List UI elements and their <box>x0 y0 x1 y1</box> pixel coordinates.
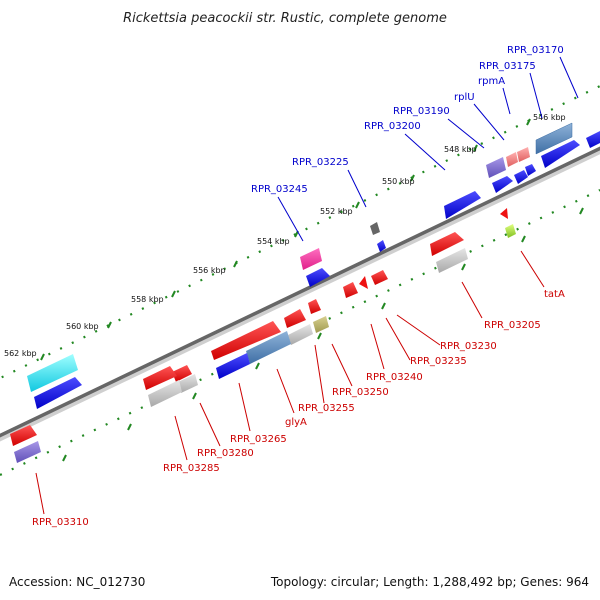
tick-label-558: 558 kbp <box>131 295 164 304</box>
label-rpr03245[interactable]: RPR_03245 <box>251 184 308 195</box>
label-rpr03170[interactable]: RPR_03170 <box>507 45 564 56</box>
gene-cyan-562-feature[interactable] <box>27 354 78 392</box>
upper-gene-labels: RPR_03170 RPR_03175 rpmA rplU RPR_03190 … <box>251 45 564 195</box>
tick-label-560: 560 kbp <box>66 322 99 331</box>
gene-rpr03175-feature[interactable] <box>517 147 530 162</box>
genome-backbone <box>0 146 600 438</box>
tick-label-552: 552 kbp <box>320 207 353 216</box>
gene-tata-feature[interactable] <box>505 224 516 238</box>
label-rpr03250[interactable]: RPR_03250 <box>332 387 389 398</box>
lower-leader-lines <box>35 250 545 515</box>
gene-glya-gray-feature[interactable] <box>288 324 313 345</box>
gene-glya-feature[interactable] <box>284 309 306 328</box>
label-rpr03200[interactable]: RPR_03200 <box>364 121 421 132</box>
gene-rpr03280-gray-feature[interactable] <box>178 374 198 393</box>
label-rpr03285[interactable]: RPR_03285 <box>163 463 220 474</box>
gene-rpr03265-blue-feature[interactable] <box>216 353 250 379</box>
tick-label-550: 550 kbp <box>382 177 415 186</box>
gene-rpr03200-feature[interactable] <box>444 191 481 219</box>
label-rpr03225[interactable]: RPR_03225 <box>292 157 349 168</box>
label-rpr03190[interactable]: RPR_03190 <box>393 106 450 117</box>
label-glya[interactable]: glyA <box>285 417 307 428</box>
gene-blue-548b-feature[interactable] <box>514 170 528 184</box>
gene-rpr03280-feature[interactable] <box>172 365 192 382</box>
label-rplu[interactable]: rplU <box>454 92 475 103</box>
label-rpr03235[interactable]: RPR_03235 <box>410 356 467 367</box>
label-rpr03280[interactable]: RPR_03280 <box>197 448 254 459</box>
gene-rpr03265-steel-feature[interactable] <box>246 331 291 364</box>
genome-backbone-shadow <box>0 146 600 442</box>
map-title: Rickettsia peacockii str. Rustic, comple… <box>123 11 447 26</box>
gene-blue-562-feature[interactable] <box>34 377 82 409</box>
gene-rpr03285-gray-feature[interactable] <box>148 380 182 407</box>
forward-genes <box>27 122 600 409</box>
gene-rpr03235-feature[interactable] <box>359 276 368 289</box>
gene-blue-554-feature[interactable] <box>306 268 330 287</box>
gene-rpr03225-feature[interactable] <box>370 222 380 235</box>
label-rpr03230[interactable]: RPR_03230 <box>440 341 497 352</box>
reverse-genes <box>10 208 516 463</box>
label-rpr03265[interactable]: RPR_03265 <box>230 434 287 445</box>
upper-leader-lines <box>277 56 579 242</box>
gene-rpr03285-feature[interactable] <box>143 366 177 390</box>
gene-blue-552-feature[interactable] <box>377 240 386 252</box>
label-rpr03205[interactable]: RPR_03205 <box>484 320 541 331</box>
label-rpma[interactable]: rpmA <box>478 76 505 87</box>
gene-rpr03205-red-feature[interactable] <box>430 232 464 256</box>
gene-rplu-feature[interactable] <box>486 157 506 178</box>
lower-major-ticks <box>62 207 584 462</box>
gene-red-562-feature[interactable] <box>10 425 37 446</box>
gene-blue-546-feature[interactable] <box>541 140 580 168</box>
upper-tick-ring <box>0 85 600 380</box>
gene-blue-end-feature[interactable] <box>586 131 600 148</box>
tick-label-546: 546 kbp <box>533 113 566 122</box>
gene-rpr03205-feature[interactable] <box>436 248 468 273</box>
gene-rpr03310-feature[interactable] <box>14 441 41 463</box>
gene-blue-548a-feature[interactable] <box>492 176 513 193</box>
gene-rpr03250-feature[interactable] <box>308 299 321 314</box>
tick-label-548: 548 kbp <box>444 145 477 154</box>
lower-gene-labels: tatA RPR_03205 RPR_03230 RPR_03235 RPR_0… <box>32 289 565 528</box>
tick-label-554: 554 kbp <box>257 237 290 246</box>
label-rpr03240[interactable]: RPR_03240 <box>366 372 423 383</box>
gene-rpr03255-feature[interactable] <box>313 316 329 333</box>
label-rpr03310[interactable]: RPR_03310 <box>32 517 89 528</box>
tick-label-562: 562 kbp <box>4 349 37 358</box>
gene-blue-548c-feature[interactable] <box>525 164 536 176</box>
label-rpr03255[interactable]: RPR_03255 <box>298 403 355 414</box>
gene-rpma-feature[interactable] <box>506 152 518 167</box>
gene-rpr03245-feature[interactable] <box>300 248 322 270</box>
gene-rpr03170-feature[interactable] <box>535 122 573 155</box>
gene-rpr03240-feature[interactable] <box>343 282 358 298</box>
label-tata[interactable]: tatA <box>544 289 565 300</box>
genome-summary-text: Topology: circular; Length: 1,288,492 bp… <box>270 575 589 589</box>
label-rpr03175[interactable]: RPR_03175 <box>479 61 536 72</box>
gene-tata-arrow[interactable] <box>500 208 508 219</box>
gene-rpr03265-feature[interactable] <box>211 321 281 360</box>
gene-rpr03230-feature[interactable] <box>371 270 388 285</box>
accession-text: Accession: NC_012730 <box>9 575 145 589</box>
tick-label-556: 556 kbp <box>193 266 226 275</box>
